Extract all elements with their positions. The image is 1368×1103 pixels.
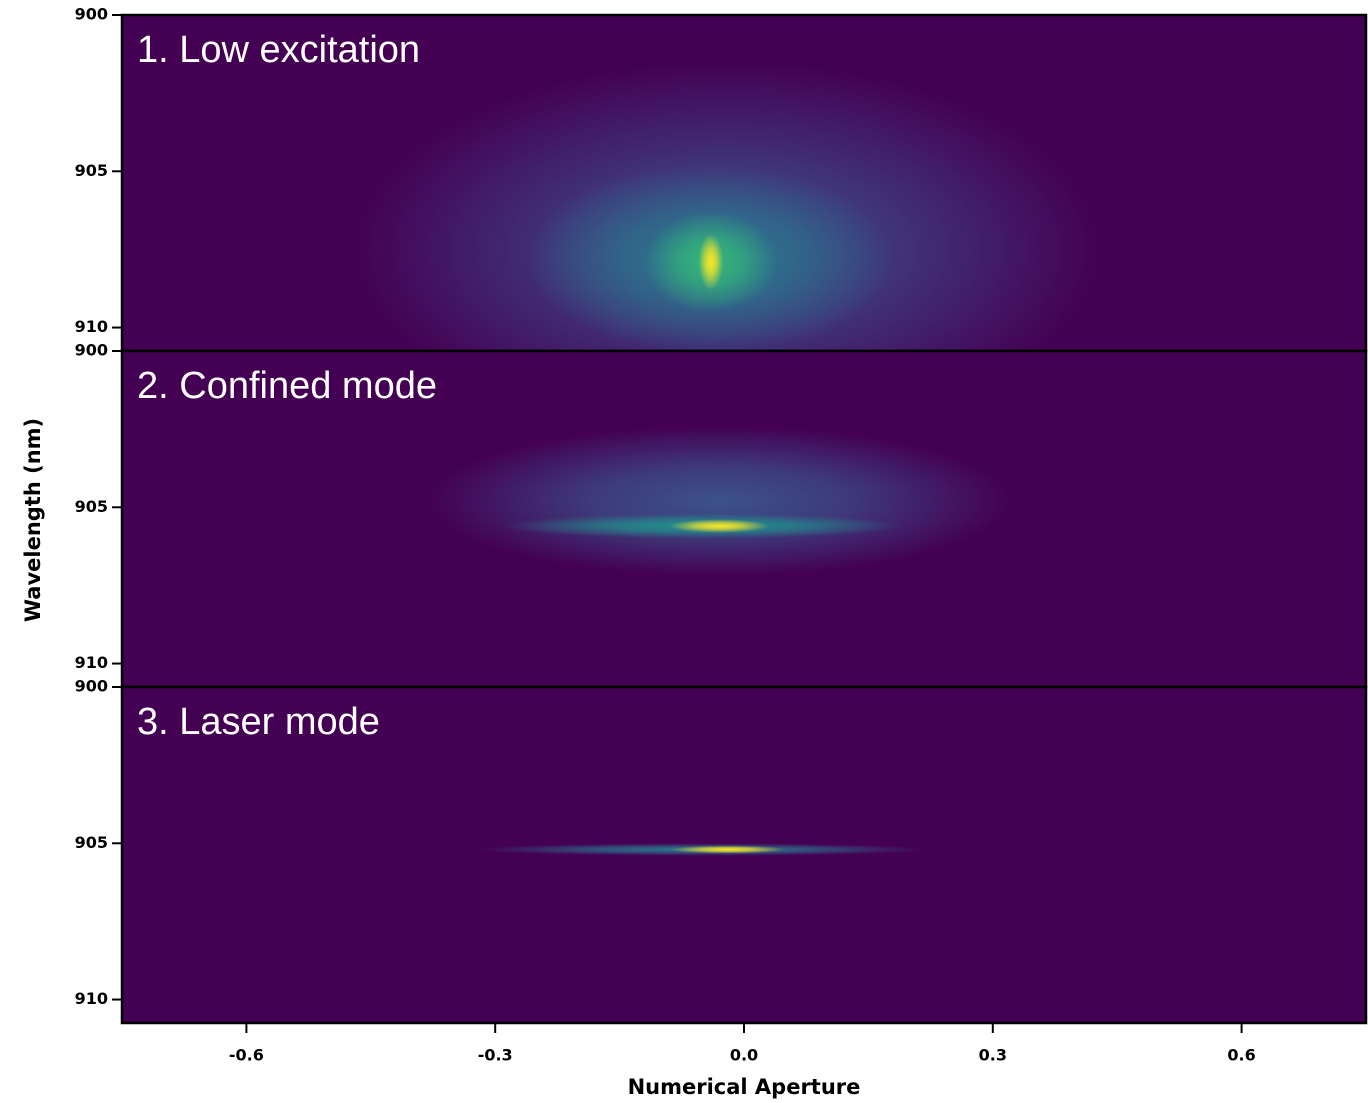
y-tick-label: 905 (75, 161, 108, 180)
intensity-spot (698, 233, 724, 291)
panel-label: 1. Low excitation (137, 29, 420, 71)
intensity-spot (428, 426, 1010, 577)
panel-label: 3. Laser mode (137, 701, 380, 743)
x-axis-label: Numerical Aperture (628, 1075, 861, 1099)
panel: 3. Laser mode (122, 687, 1366, 1023)
panel: 2. Confined mode (122, 351, 1366, 687)
y-tick-label: 910 (75, 317, 108, 336)
panel: 1. Low excitation (122, 15, 1366, 351)
x-tick-label: 0.6 (1227, 1046, 1255, 1065)
intensity-spot (669, 845, 786, 854)
y-tick-label: 910 (75, 989, 108, 1008)
panel-label: 2. Confined mode (137, 365, 437, 407)
intensity-spot (669, 519, 769, 533)
y-tick-label: 905 (75, 497, 108, 516)
x-tick-label: -0.3 (478, 1046, 513, 1065)
y-tick-label: 900 (75, 5, 108, 24)
y-tick-label: 900 (75, 677, 108, 696)
y-tick-label: 905 (75, 833, 108, 852)
y-tick-label: 900 (75, 341, 108, 360)
x-tick-label: -0.6 (229, 1046, 264, 1065)
y-tick-label: 910 (75, 653, 108, 672)
y-axis-label: Wavelength (nm) (21, 418, 45, 622)
x-tick-label: 0.3 (979, 1046, 1007, 1065)
x-tick-label: 0.0 (730, 1046, 758, 1065)
